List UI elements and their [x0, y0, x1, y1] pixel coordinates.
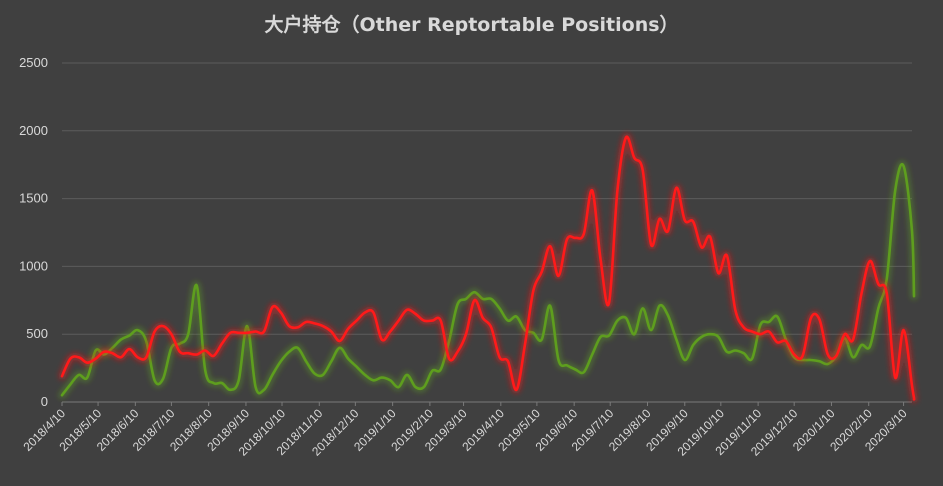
series-path: [60, 135, 916, 401]
y-tick-label: 2000: [19, 123, 48, 138]
series-path: [60, 163, 916, 397]
y-tick-label: 1000: [19, 258, 48, 273]
series-glow: [58, 133, 918, 403]
series-line-0: [58, 133, 918, 403]
y-tick-label: 1500: [19, 191, 48, 206]
y-tick-label: 0: [41, 394, 48, 409]
y-tick-label: 500: [26, 326, 48, 341]
y-tick-label: 2500: [19, 55, 48, 70]
chart-title: 大户持仓（Other Reptortable Positions）: [264, 14, 679, 36]
series-line-1: [58, 160, 918, 399]
